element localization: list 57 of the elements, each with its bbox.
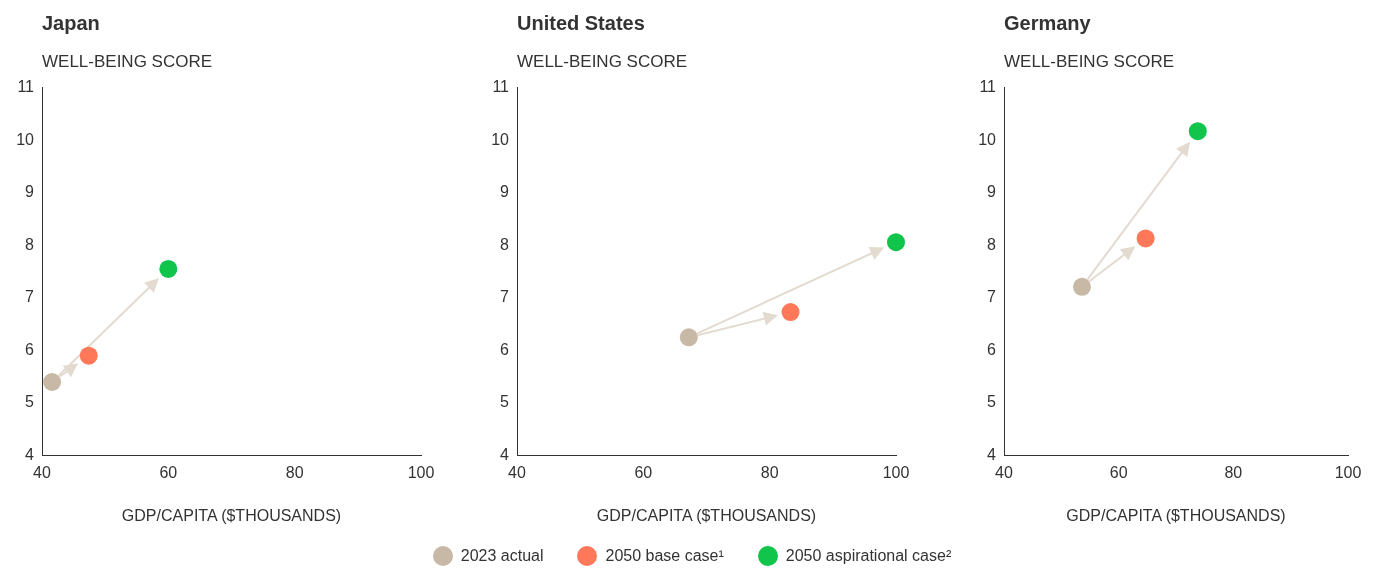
point	[79, 346, 98, 365]
legend-label: 2023 actual	[460, 547, 544, 565]
y-tick-label: 7	[987, 288, 997, 306]
y-tick-label: 4	[500, 446, 510, 464]
point	[679, 328, 698, 347]
x-tick-label: 100	[882, 463, 910, 481]
y-axis-title: WELL-BEING SCORE	[1004, 52, 1175, 72]
point	[887, 233, 905, 252]
point	[1072, 277, 1091, 296]
y-tick-label: 6	[500, 340, 510, 358]
y-tick-label: 5	[25, 393, 35, 411]
x-tick-label: 80	[760, 463, 779, 481]
chart-title: Japan	[42, 12, 100, 35]
y-tick-label: 11	[492, 78, 510, 96]
point	[43, 373, 62, 391]
y-tick-label: 8	[987, 235, 997, 253]
y-tick-label: 7	[25, 288, 35, 306]
x-tick-label: 80	[285, 463, 304, 481]
legend-label: 2050 base case¹	[605, 547, 724, 565]
x-tick-label: 80	[1224, 463, 1243, 481]
y-tick-label: 5	[500, 393, 510, 411]
legend-label: 2050 aspirational case²	[785, 547, 952, 565]
y-tick-label: 11	[17, 78, 35, 96]
x-tick-label: 40	[508, 463, 526, 481]
y-tick-label: 8	[500, 235, 510, 253]
y-tick-label: 10	[16, 130, 35, 148]
x-axis-title: GDP/CAPITA ($THOUSANDS)	[1066, 506, 1286, 524]
x-axis-title: GDP/CAPITA ($THOUSANDS)	[121, 506, 342, 524]
x-tick-label: 60	[634, 463, 653, 481]
x-tick-label: 100	[407, 463, 435, 481]
y-tick-label: 4	[25, 446, 35, 464]
y-tick-label: 6	[25, 340, 35, 358]
y-tick-label: 8	[25, 235, 35, 253]
chart-title: United States	[517, 12, 645, 35]
y-tick-label: 4	[987, 446, 997, 464]
point	[1188, 122, 1207, 141]
chart-title: Germany	[1004, 12, 1091, 35]
y-tick-label: 9	[25, 183, 35, 201]
x-axis-title: GDP/CAPITA ($THOUSANDS)	[596, 506, 817, 524]
x-tick-label: 60	[159, 463, 178, 481]
y-axis-title: WELL-BEING SCORE	[517, 52, 688, 72]
y-tick-label: 7	[500, 288, 510, 306]
y-tick-label: 11	[979, 78, 997, 96]
point	[1136, 229, 1155, 248]
x-tick-label: 40	[995, 463, 1013, 481]
x-tick-label: 60	[1109, 463, 1128, 481]
y-axis-title: WELL-BEING SCORE	[42, 52, 213, 72]
x-tick-label: 40	[33, 463, 51, 481]
point	[159, 259, 178, 278]
point	[781, 303, 800, 322]
y-tick-label: 5	[987, 393, 997, 411]
y-tick-label: 10	[491, 130, 510, 148]
x-tick-label: 100	[1334, 463, 1362, 481]
y-tick-label: 6	[987, 340, 997, 358]
y-tick-label: 10	[978, 130, 997, 148]
y-tick-label: 9	[987, 183, 997, 201]
y-tick-label: 9	[500, 183, 510, 201]
